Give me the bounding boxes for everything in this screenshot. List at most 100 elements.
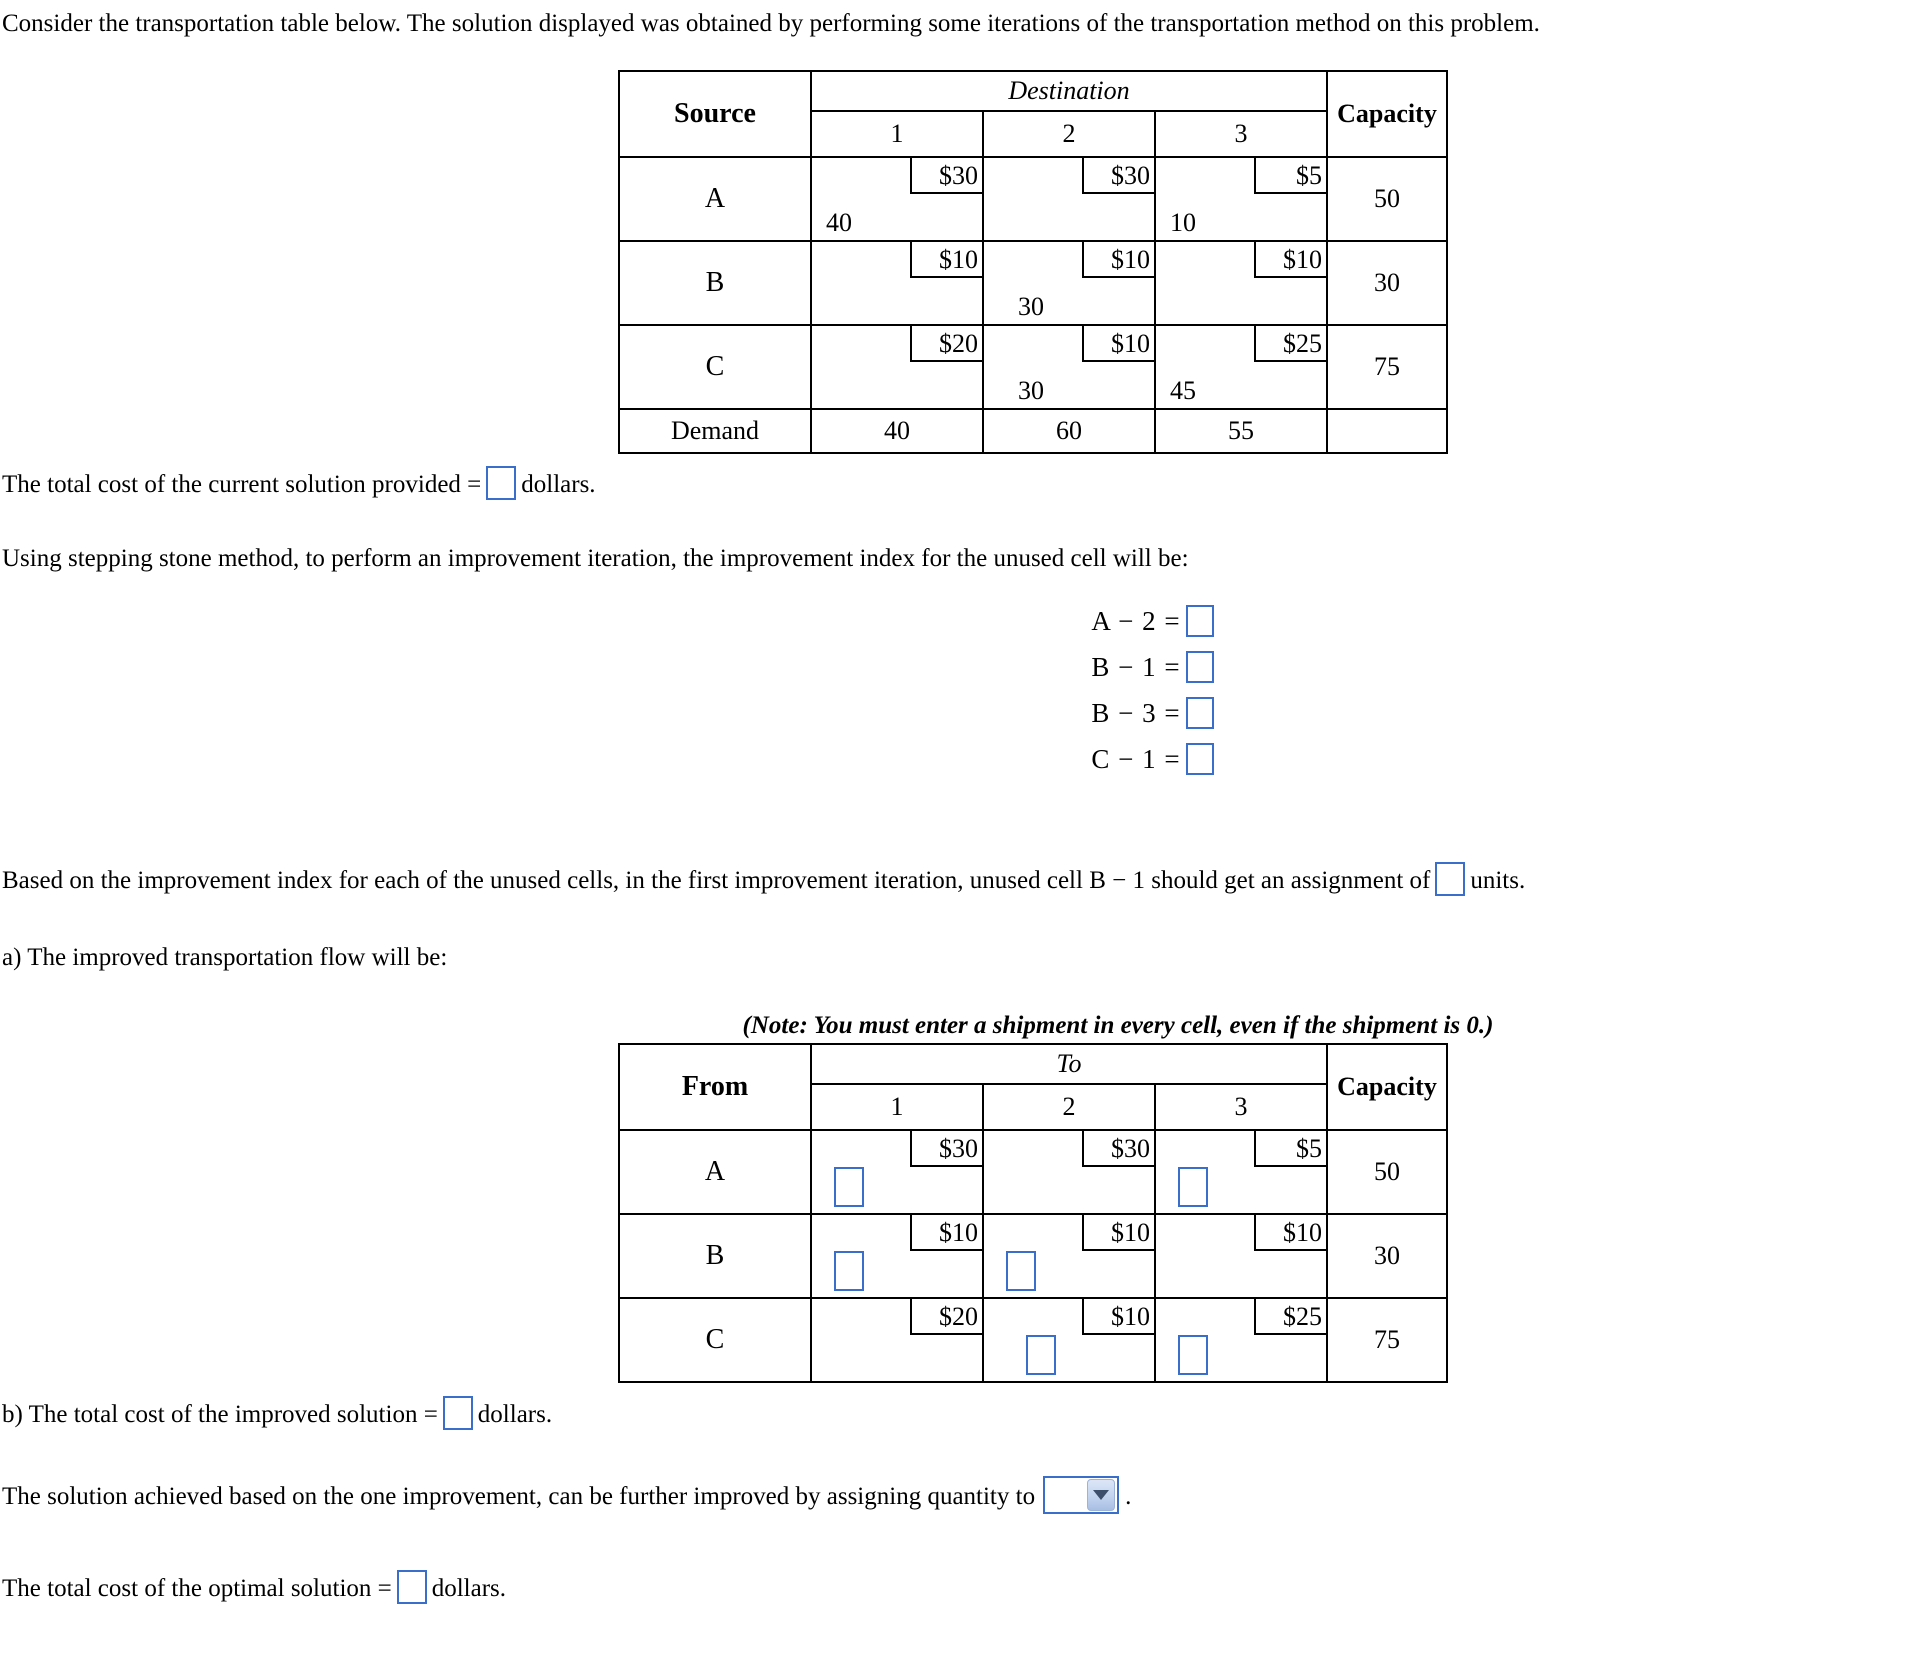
table1-source-header: Source [674, 98, 756, 129]
shipment-input-b-2[interactable] [1006, 1251, 1036, 1291]
allocation-value: 10 [1170, 208, 1196, 237]
table1-cell-c-2: $10 30 [982, 324, 1156, 410]
optimal-total-cost-input[interactable] [396, 1570, 427, 1604]
table2-row-label-c: C [618, 1297, 812, 1383]
allocation-value: 45 [1170, 376, 1196, 405]
table1-capacity-a: 50 [1326, 156, 1448, 242]
table1-column-header-row: 1 2 3 [619, 111, 1447, 158]
table1-cell-a-2: $30 [982, 156, 1156, 242]
cost-label: $10 [1254, 1215, 1326, 1251]
table-row: C $20 $10 $25 75 [618, 1297, 1448, 1383]
table2-cell-c-3: $25 [1154, 1297, 1328, 1383]
total-cost-current-suffix: dollars. [521, 471, 596, 498]
table1-col-header-1: 1 [810, 111, 984, 158]
table1-col-header-3: 3 [1154, 111, 1328, 158]
improvement-index-label-b3: B − 3 = [1091, 698, 1181, 728]
table1-demand-3: 55 [1154, 408, 1328, 454]
improvement-index-label-b1: B − 1 = [1091, 652, 1181, 682]
transportation-table-2: From To Capacity 1 2 3 A $30 [618, 1043, 1448, 1383]
cost-label: $5 [1254, 1131, 1326, 1167]
shipment-input-a-3[interactable] [1178, 1167, 1208, 1207]
part-a-line: a) The improved transportation flow will… [2, 944, 448, 971]
table-row: A $30 $30 $5 50 [618, 1129, 1448, 1215]
table1-demand-header: Demand [618, 408, 812, 454]
total-cost-current-prefix: The total cost of the current solution p… [2, 471, 482, 498]
improvement-index-row: B − 1 = [1055, 651, 1255, 683]
table2-cell-b-2: $10 [982, 1213, 1156, 1299]
improvement-index-label-a2: A − 2 = [1091, 606, 1181, 636]
assignment-line: Based on the improvement index for each … [2, 862, 1525, 896]
shipment-input-b-1[interactable] [834, 1251, 864, 1291]
assignment-units-input[interactable] [1435, 862, 1466, 896]
table1-capacity-header: Capacity [1337, 99, 1437, 128]
table1-destination-header: Destination [810, 70, 1328, 112]
table2-to-header: To [810, 1043, 1328, 1085]
stepping-stone-paragraph: Using stepping stone method, to perform … [2, 545, 1189, 572]
cost-label: $10 [1082, 1215, 1154, 1251]
further-improvement-prefix: The solution achieved based on the one i… [2, 1483, 1036, 1510]
table1-cell-a-3: $5 10 [1154, 156, 1328, 242]
improvement-index-label-c1: C − 1 = [1091, 744, 1181, 774]
improvement-index-row: B − 3 = [1055, 697, 1255, 729]
table2-col-header-2: 2 [982, 1084, 1156, 1131]
table-row: A $30 40 $30 $5 10 50 [618, 156, 1448, 242]
table1-capacity-c: 75 [1326, 324, 1448, 410]
table2-group-header-row: From To Capacity [618, 1043, 1448, 1130]
optimal-cost-suffix: dollars. [431, 1575, 507, 1602]
table-row: B $10 $10 $10 30 [618, 1213, 1448, 1299]
table1-cell-b-3: $10 [1154, 240, 1328, 326]
optimal-cost-line: The total cost of the optimal solution =… [2, 1570, 506, 1604]
improvement-index-input-b3[interactable] [1185, 697, 1214, 729]
further-improvement-dropdown[interactable] [1043, 1476, 1120, 1514]
table2-cell-b-1: $10 [810, 1213, 984, 1299]
table1-cell-a-1: $30 40 [810, 156, 984, 242]
table1-cell-c-3: $25 45 [1154, 324, 1328, 410]
cost-label: $25 [1254, 326, 1326, 362]
chevron-down-icon[interactable] [1087, 1479, 1116, 1511]
intro-paragraph: Consider the transportation table below.… [2, 10, 1540, 37]
transportation-table-1: Source Destination Capacity 1 2 3 A $30 … [618, 70, 1448, 454]
table2-capacity-header: Capacity [1337, 1072, 1437, 1101]
table1-row-label-b: B [618, 240, 812, 326]
table1-demand-2: 60 [982, 408, 1156, 454]
table2-note: (Note: You must enter a shipment in ever… [742, 1012, 1494, 1039]
allocation-value: 30 [1018, 292, 1044, 321]
improvement-index-input-a2[interactable] [1185, 605, 1214, 637]
cost-label: $30 [910, 1131, 982, 1167]
total-cost-current-input[interactable] [486, 466, 517, 500]
table1-row-label-a: A [618, 156, 812, 242]
shipment-input-c-3[interactable] [1178, 1335, 1208, 1375]
table1-row-label-c: C [618, 324, 812, 410]
cost-label: $30 [1082, 1131, 1154, 1167]
table2-cell-c-1: $20 [810, 1297, 984, 1383]
shipment-input-a-1[interactable] [834, 1167, 864, 1207]
improvement-index-input-c1[interactable] [1185, 743, 1214, 775]
table2-cell-c-2: $10 [982, 1297, 1156, 1383]
table2-cell-b-3: $10 [1154, 1213, 1328, 1299]
cost-label: $20 [910, 326, 982, 362]
table2-from-header: From [681, 1071, 749, 1102]
table2-capacity-a: 50 [1326, 1129, 1448, 1215]
improved-total-cost-input[interactable] [442, 1396, 473, 1430]
part-b-line: b) The total cost of the improved soluti… [2, 1396, 552, 1430]
cost-label: $25 [1254, 1299, 1326, 1335]
transportation-table-1-wrapper: Source Destination Capacity 1 2 3 A $30 … [618, 70, 1448, 454]
table2-capacity-c: 75 [1326, 1297, 1448, 1383]
improvement-index-input-b1[interactable] [1185, 651, 1214, 683]
optimal-cost-prefix: The total cost of the optimal solution = [2, 1575, 392, 1602]
table1-cell-b-1: $10 [810, 240, 984, 326]
allocation-value: 40 [826, 208, 852, 237]
table2-cell-a-2: $30 [982, 1129, 1156, 1215]
cost-label: $10 [1082, 1299, 1154, 1335]
transportation-table-2-wrapper: From To Capacity 1 2 3 A $30 [618, 1043, 1448, 1383]
assignment-suffix: units. [1470, 867, 1526, 894]
table-row: B $10 $10 30 $10 30 [618, 240, 1448, 326]
table1-col-header-2: 2 [982, 111, 1156, 158]
shipment-input-c-2[interactable] [1026, 1335, 1056, 1375]
table2-row-label-b: B [618, 1213, 812, 1299]
cost-label: $10 [910, 242, 982, 278]
cost-label: $10 [1082, 326, 1154, 362]
table1-cell-b-2: $10 30 [982, 240, 1156, 326]
table1-cell-c-1: $20 [810, 324, 984, 410]
